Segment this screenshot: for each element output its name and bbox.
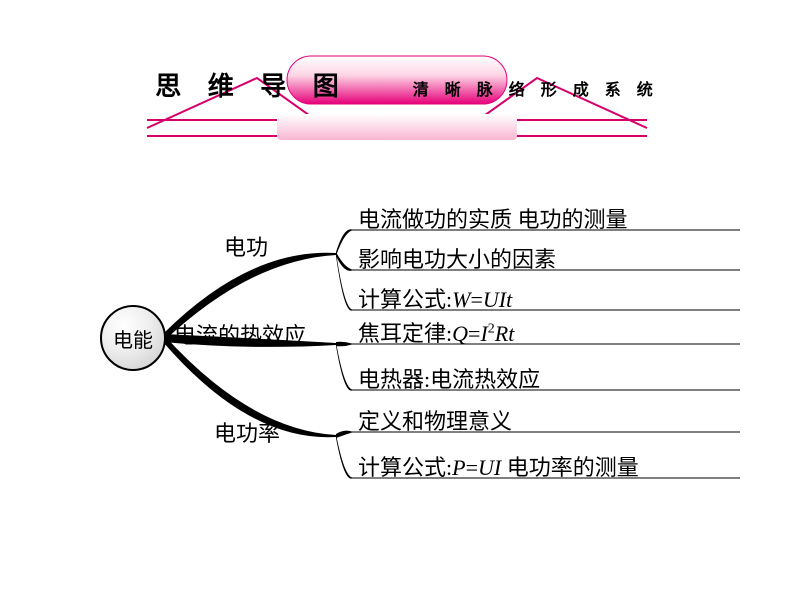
leaf-label: 焦耳定律:Q=I2Rt [358, 316, 514, 348]
subtitle-text: 清 晰 脉 络 形 成 系 统 [393, 72, 679, 104]
leaf-label: 计算公式:P=UI 电功率的测量 [358, 450, 639, 482]
mindmap: 电能 电功 电流做功的实质 电功的测量影响电功大小的因素计算公式:W=UIt 电流的… [0, 170, 794, 550]
leaf-label: 电流做功的实质 电功的测量 [358, 202, 628, 234]
root-label: 电能 [113, 324, 153, 353]
subtitle-band: 清 晰 脉 络 形 成 系 统 [393, 72, 679, 104]
leaf-label: 影响电功大小的因素 [358, 242, 556, 274]
title-pill: 思 维 导 图 [115, 58, 389, 111]
branch-label: 电流的热效应 [174, 318, 306, 350]
branch-label: 电功率 [214, 416, 280, 448]
leaf-label: 定义和物理意义 [358, 404, 512, 436]
leaf-label: 电热器:电流热效应 [358, 362, 540, 394]
branch-label: 电功 [224, 230, 268, 262]
title-text: 思 维 导 图 [155, 72, 349, 101]
leaf-label: 计算公式:W=UIt [358, 282, 512, 314]
root-node: 电能 [100, 305, 166, 371]
